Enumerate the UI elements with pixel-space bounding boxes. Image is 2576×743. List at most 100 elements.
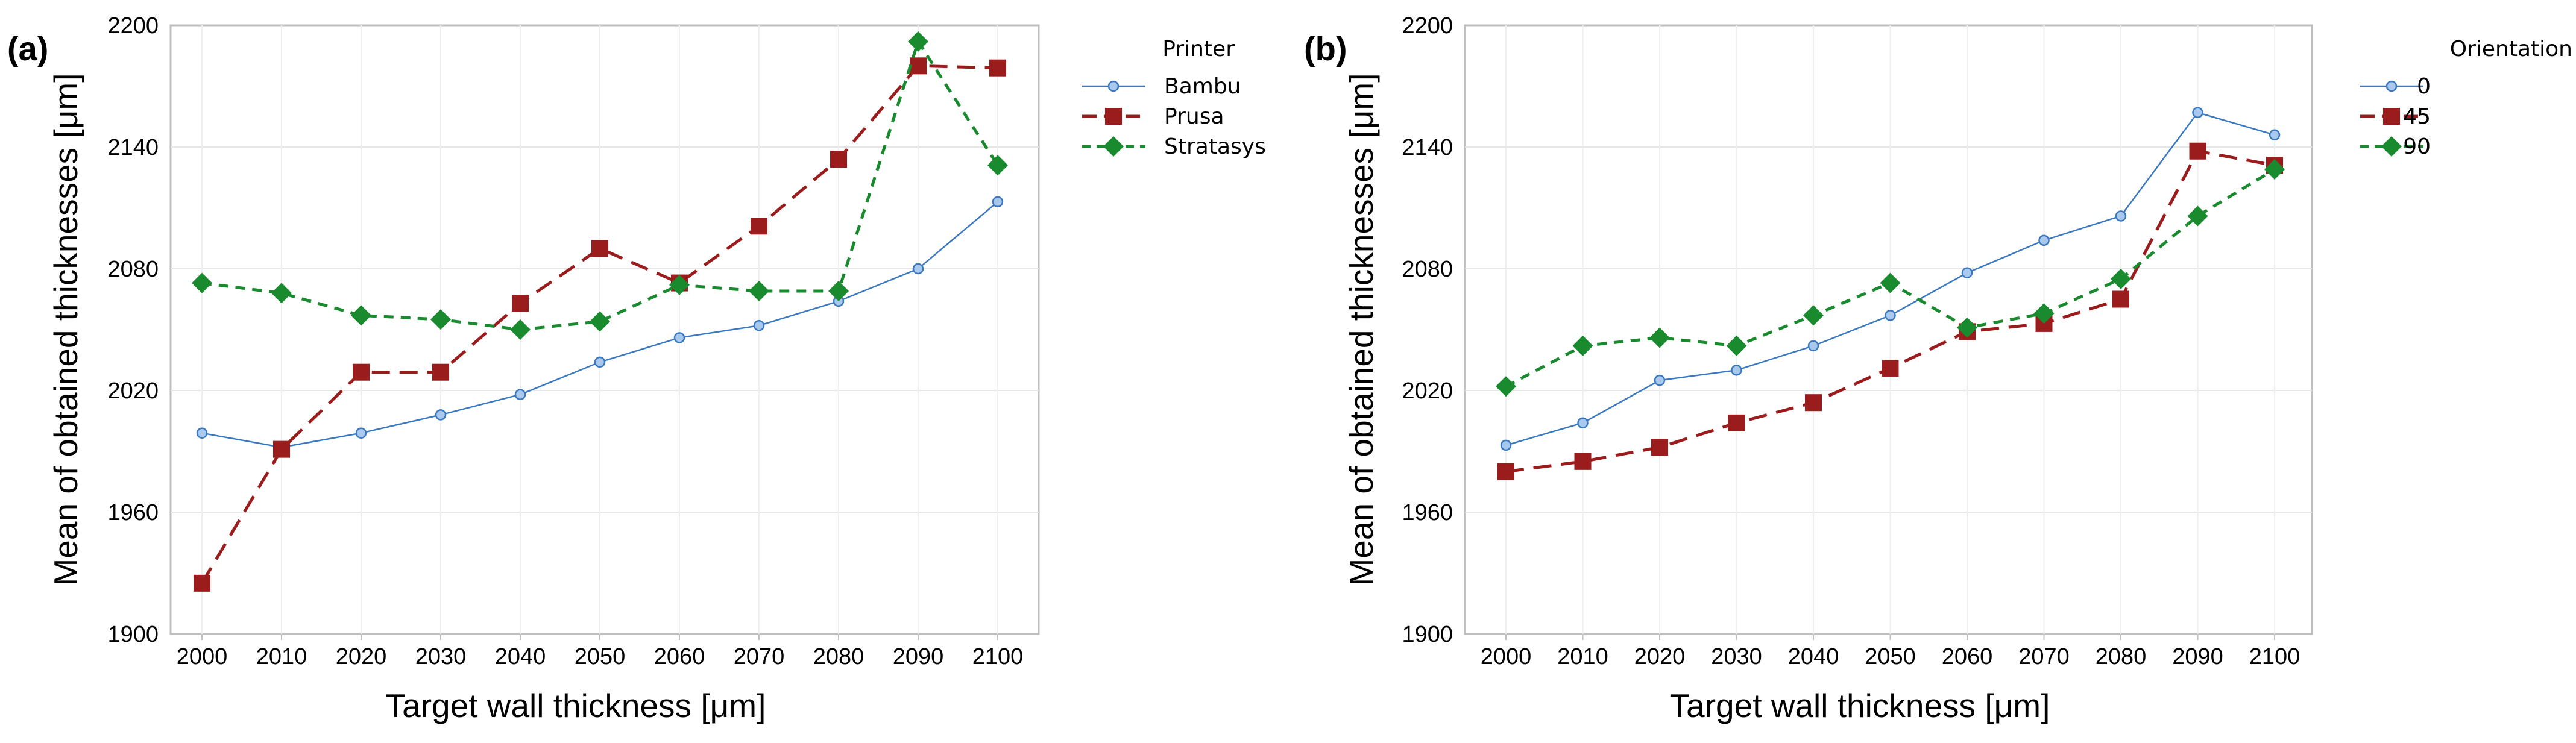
data-point [1805, 394, 1822, 412]
data-point [1731, 365, 1742, 376]
series-90 [1496, 159, 2285, 397]
data-point [749, 281, 769, 302]
legend-items: Bambu Prusa Stratasys [1082, 74, 1266, 159]
legend-marker [2381, 136, 2402, 157]
x-tick-label: 2010 [1557, 644, 1608, 669]
x-tick-label: 2060 [654, 644, 705, 669]
y-tick-label: 2020 [107, 378, 159, 404]
legend-label: 0 [2417, 74, 2431, 99]
data-point [1649, 327, 1670, 348]
data-point [673, 332, 685, 343]
x-tick-label: 2030 [415, 644, 467, 669]
x-tick-label: 2100 [2249, 644, 2300, 669]
data-point [432, 363, 449, 381]
x-tick-label: 2100 [972, 644, 1024, 669]
data-point [1726, 335, 1747, 356]
y-axis-label: Mean of obtained thicknesses [μm] [47, 73, 84, 586]
data-point [512, 295, 529, 312]
data-point [2187, 205, 2208, 227]
x-tick-label: 2080 [2096, 644, 2147, 669]
legend-marker [2385, 80, 2398, 92]
x-axis-label: Target wall thickness [μm] [386, 687, 766, 724]
x-tick-label: 2090 [893, 644, 944, 669]
y-tick-label: 1960 [1402, 500, 1453, 525]
data-point [2033, 303, 2055, 324]
series-layer [1496, 107, 2285, 480]
y-axis-label: Mean of obtained thicknesses [μm] [1343, 73, 1380, 586]
series-layer [192, 31, 1008, 592]
legend: Printer Bambu Prusa Stratasys [1082, 37, 1266, 159]
data-point [2264, 159, 2285, 180]
y-tick-label: 1900 [1402, 622, 1453, 647]
legend-label: 90 [2403, 134, 2431, 159]
x-tick-label: 2090 [2172, 644, 2223, 669]
y-tick-label: 1900 [107, 622, 159, 647]
series-0 [1500, 107, 2281, 451]
data-point [194, 574, 210, 592]
data-point [2192, 107, 2203, 119]
data-point [992, 196, 1004, 208]
data-point [2111, 268, 2131, 289]
data-point [1577, 417, 1589, 429]
legend-entry: Prusa [1082, 104, 1224, 129]
legend: Orientation 0 45 90 [2360, 37, 2572, 159]
data-point [1500, 439, 1512, 451]
panel-label: (a) [7, 30, 48, 67]
data-point [591, 240, 608, 257]
data-point [430, 309, 451, 330]
gridlines [1465, 25, 2312, 634]
legend-entry: Bambu [1082, 74, 1241, 99]
x-tick-label: 2050 [575, 644, 626, 669]
data-point [910, 57, 927, 75]
gridlines [171, 25, 1039, 634]
data-point [355, 427, 367, 439]
data-point [196, 427, 208, 439]
chart-panel-b: (b) 1900 1960 2020 2080 2140 2200 2000 2010 202… [1304, 13, 2572, 724]
data-point [1651, 439, 1668, 456]
data-point [271, 283, 292, 304]
series-prusa [194, 57, 1006, 592]
x-tick-label: 2040 [1788, 644, 1839, 669]
x-tick-label: 2040 [495, 644, 546, 669]
panel-label: (b) [1304, 30, 1347, 67]
series-line [200, 64, 998, 585]
data-point [510, 319, 531, 340]
data-point [1880, 272, 1901, 293]
data-point [1961, 267, 1973, 278]
x-tick-label: 2020 [1634, 644, 1686, 669]
data-point [989, 59, 1006, 77]
y-tick-label: 2140 [107, 135, 159, 160]
y-axis-ticks: 1900 1960 2020 2080 2140 2200 [1402, 13, 1453, 647]
data-point [669, 274, 690, 295]
data-point [590, 311, 610, 332]
data-point [2269, 129, 2281, 141]
x-tick-label: 2000 [1481, 644, 1532, 669]
plot-area-frame [1464, 24, 2313, 635]
x-tick-label: 2070 [734, 644, 785, 669]
y-tick-label: 2200 [1402, 13, 1453, 39]
legend-label: Bambu [1164, 74, 1241, 99]
data-point [1497, 463, 1514, 480]
data-point [1807, 340, 1819, 352]
x-tick-label: 2020 [336, 644, 387, 669]
data-point [2112, 290, 2129, 308]
chart-panel-a: (a) 1900 1960 2020 2080 2140 2200 2000 2010 202… [7, 13, 1266, 724]
y-tick-label: 2080 [1402, 257, 1453, 282]
data-point [1496, 376, 1516, 397]
legend-entry: 90 [2360, 134, 2431, 159]
data-point [1654, 374, 1666, 386]
series-line [201, 38, 1000, 331]
y-tick-label: 1960 [107, 500, 159, 525]
data-point [1572, 335, 1593, 356]
data-point [192, 272, 212, 293]
y-tick-label: 2080 [107, 257, 159, 282]
legend-marker [1107, 80, 1120, 92]
x-axis-label: Target wall thickness [μm] [1670, 687, 2050, 724]
data-point [435, 409, 447, 421]
data-point [1574, 453, 1592, 470]
data-point [828, 281, 849, 302]
legend-entry: Stratasys [1082, 134, 1266, 159]
legend-entry: 45 [2360, 104, 2431, 129]
x-tick-label: 2010 [256, 644, 307, 669]
